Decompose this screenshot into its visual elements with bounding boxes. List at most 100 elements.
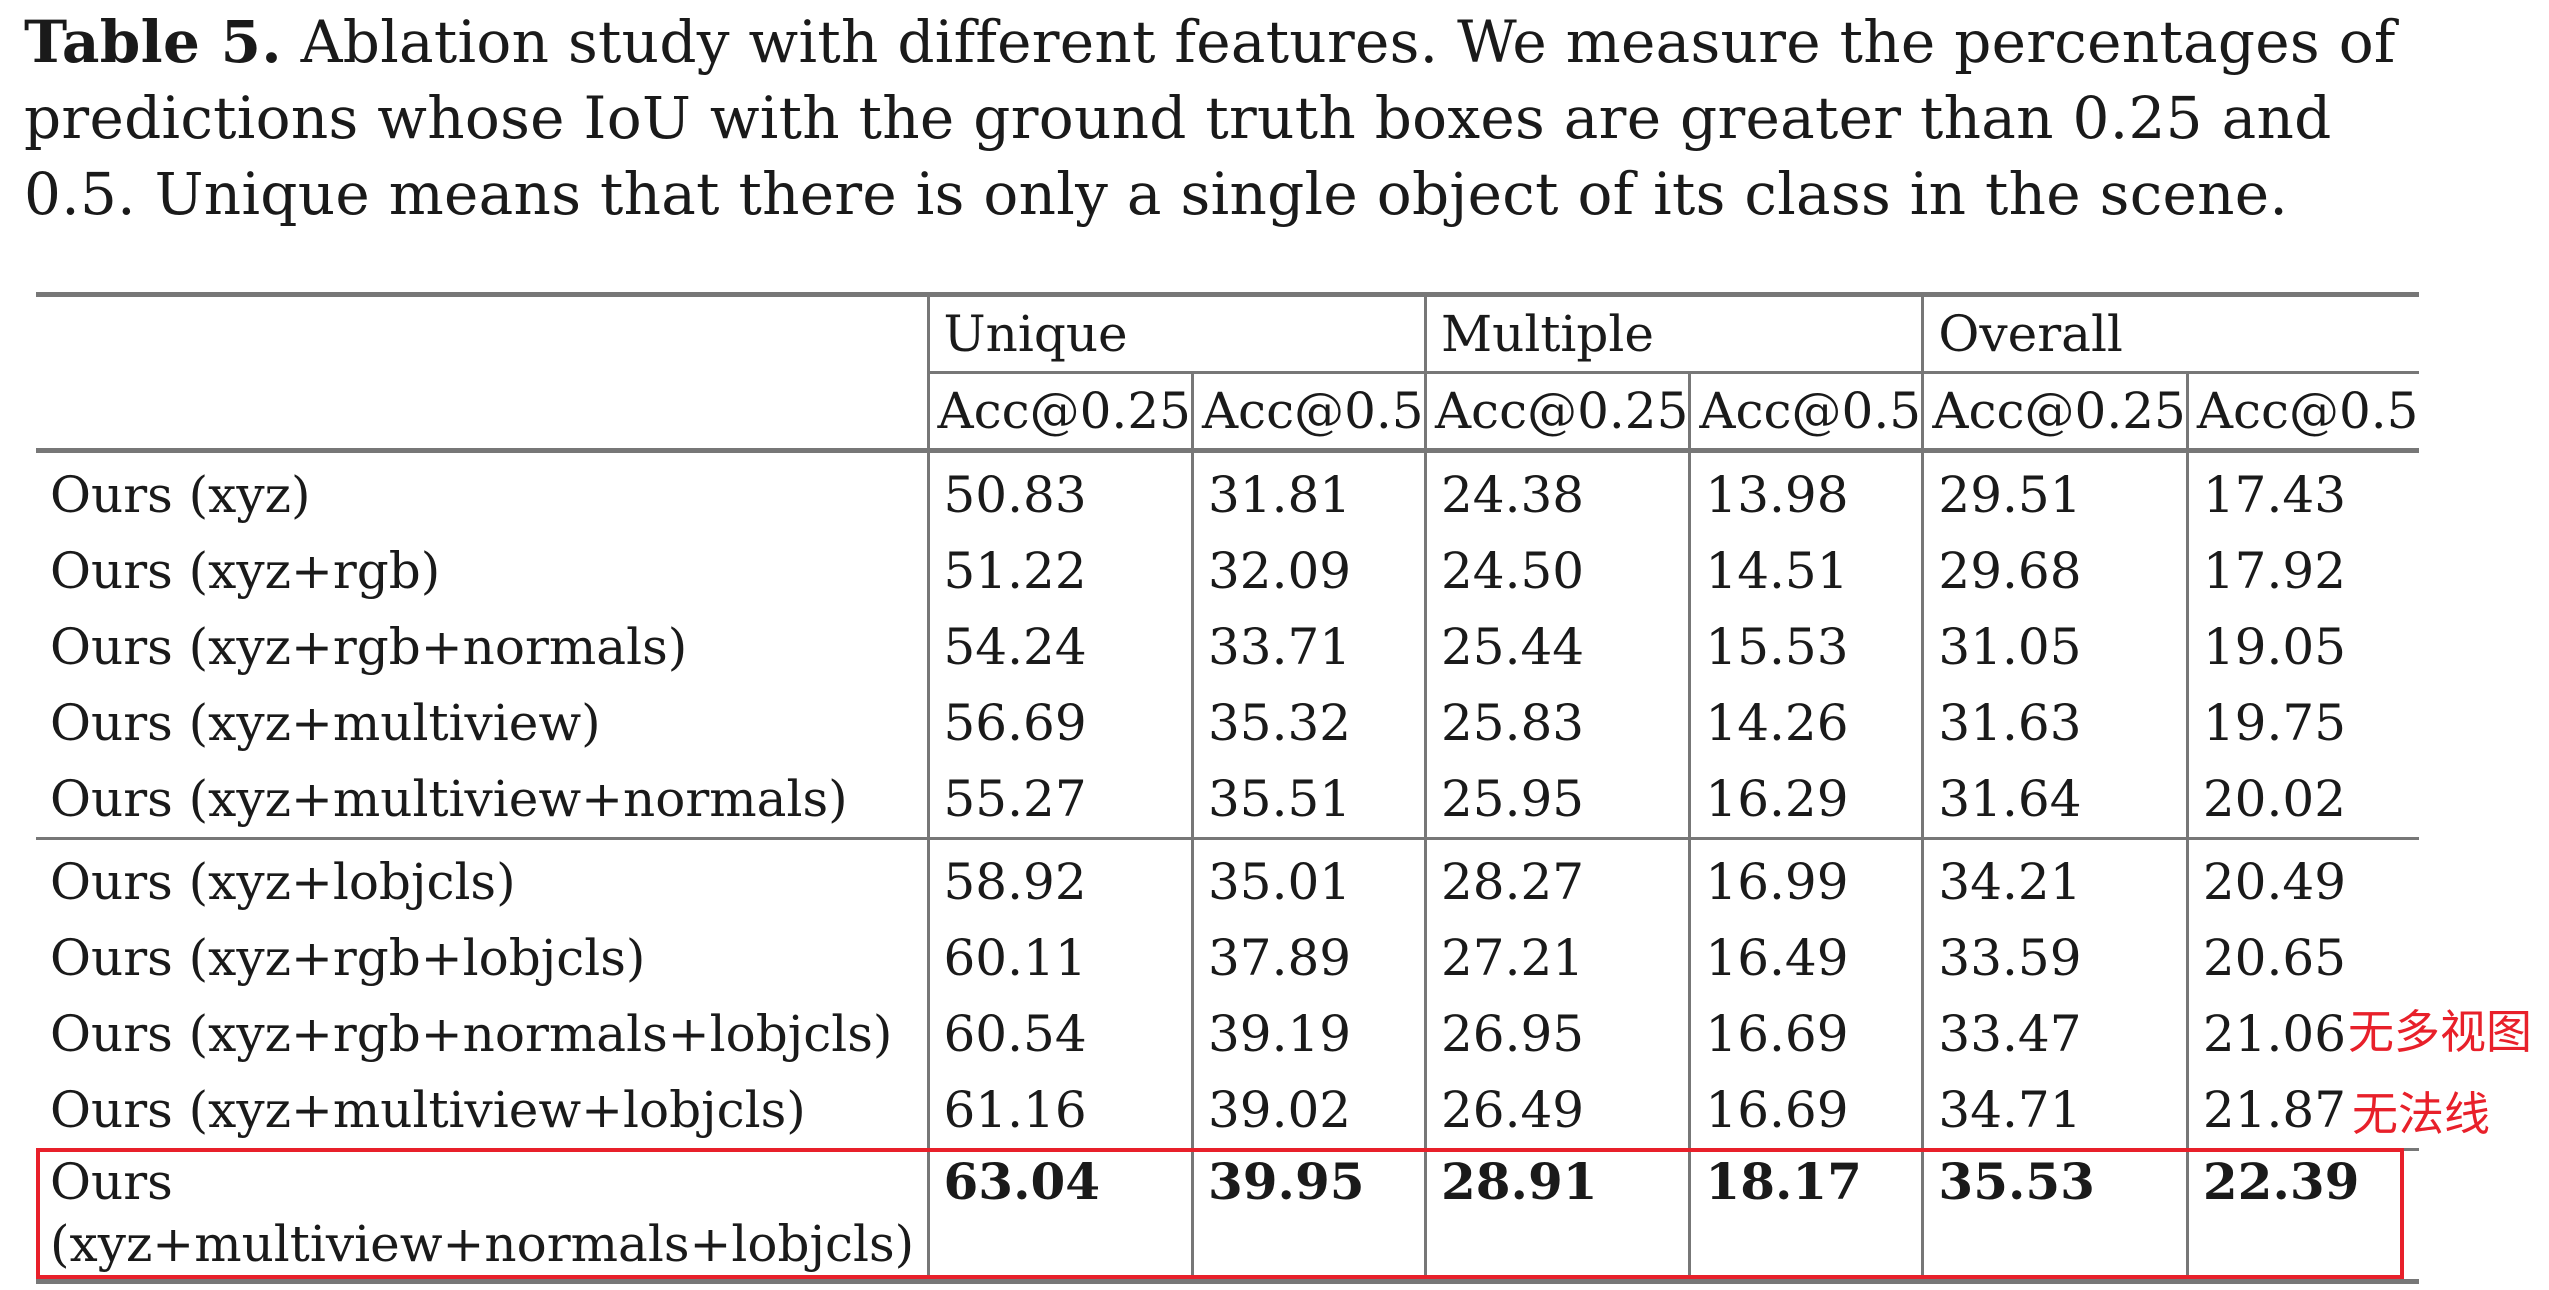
value-cell: 33.59 <box>1921 920 2188 996</box>
value-cell: 31.64 <box>1921 761 2188 839</box>
header-metric-row: Acc@0.25 Acc@0.5 Acc@0.25 Acc@0.5 Acc@0.… <box>36 371 2420 451</box>
table-row: Ours (xyz+lobjcls) 58.92 35.01 28.27 16.… <box>36 837 2420 920</box>
value-cell: 20.02 <box>2185 761 2420 839</box>
table-row: Ours (xyz+multiview) 56.69 35.32 25.83 1… <box>36 685 2420 761</box>
value-cell: 13.98 <box>1688 448 1923 533</box>
value-cell: 31.05 <box>1921 609 2188 685</box>
table-row: Ours (xyz+multiview+normals) 55.27 35.51… <box>36 761 2420 839</box>
value-cell: 34.71 <box>1921 1072 2188 1150</box>
value-cell: 25.83 <box>1423 685 1690 761</box>
value-cell: 21.06 <box>2185 996 2420 1072</box>
value-cell: 51.22 <box>926 533 1193 609</box>
value-cell: 39.19 <box>1190 996 1426 1072</box>
value-cell: 56.69 <box>926 685 1193 761</box>
value-cell: 29.68 <box>1921 533 2188 609</box>
value-cell: 20.49 <box>2185 837 2420 920</box>
value-cell: 31.63 <box>1921 685 2188 761</box>
method-cell: Ours (xyz+multiview+normals) <box>50 770 848 828</box>
method-cell: Ours (xyz+lobjcls) <box>36 837 928 920</box>
value-cell: 33.47 <box>1921 996 2188 1072</box>
value-cell: 25.95 <box>1423 761 1690 839</box>
header-metric: Acc@0.5 <box>2185 371 2420 451</box>
value-cell: 19.75 <box>2185 685 2420 761</box>
method-cell: Ours (xyz+multiview) <box>50 694 601 752</box>
value-cell: 39.02 <box>1190 1072 1426 1150</box>
value-cell: 17.43 <box>2185 448 2420 533</box>
value-cell: 60.11 <box>926 920 1193 996</box>
table-row: Ours (xyz) 50.83 31.81 24.38 13.98 29.51… <box>36 448 2420 533</box>
value-cell: 60.54 <box>926 996 1193 1072</box>
value-cell: 16.29 <box>1688 761 1923 839</box>
value-cell: 19.05 <box>2185 609 2420 685</box>
value-cell: 26.95 <box>1423 996 1690 1072</box>
value-cell: 37.89 <box>1190 920 1426 996</box>
annotation-no-normals: 无法线 <box>2352 1087 2490 1141</box>
value-cell: 28.27 <box>1423 837 1690 920</box>
value-cell: 17.92 <box>2185 533 2420 609</box>
header-metric: Acc@0.5 <box>1190 371 1426 451</box>
header-group-overall: Overall <box>1921 292 2420 373</box>
method-cell: Ours (xyz+rgb+normals) <box>50 618 688 676</box>
value-cell: 61.16 <box>926 1072 1193 1150</box>
method-cell: Ours (xyz) <box>36 448 928 533</box>
method-line-2: (xyz+multiview+normals+lobjcls) <box>50 1215 915 1273</box>
value-cell: 34.21 <box>1921 837 2188 920</box>
caption-label: Table 5. <box>24 8 282 76</box>
table-row: Ours (xyz+rgb) 51.22 32.09 24.50 14.51 2… <box>36 533 2420 609</box>
header-group-unique: Unique <box>926 292 1426 373</box>
value-cell: 21.87 <box>2185 1072 2420 1150</box>
value-cell: 26.49 <box>1423 1072 1690 1150</box>
value-cell: 50.83 <box>926 448 1193 533</box>
value-cell: 20.65 <box>2185 920 2420 996</box>
table-row: Ours (xyz+rgb+normals) 54.24 33.71 25.44… <box>36 609 2420 685</box>
value-cell: 35.51 <box>1190 761 1426 839</box>
value-cell: 25.44 <box>1423 609 1690 685</box>
value-cell: 24.50 <box>1423 533 1690 609</box>
value-cell: 27.21 <box>1423 920 1690 996</box>
header-metric: Acc@0.5 <box>1688 371 1923 451</box>
best-value-cell: 22.39 <box>2185 1148 2420 1284</box>
value-cell: 58.92 <box>926 837 1193 920</box>
value-cell: 14.51 <box>1688 533 1923 609</box>
method-cell: Ours (xyz+rgb+normals+lobjcls) <box>50 1005 893 1063</box>
header-metric: Acc@0.25 <box>926 371 1193 451</box>
value-cell: 32.09 <box>1190 533 1426 609</box>
table-caption: Table 5. Ablation study with different f… <box>24 4 2424 232</box>
header-group-multiple: Multiple <box>1423 292 1923 373</box>
header-metric: Acc@0.25 <box>1921 371 2188 451</box>
value-cell: 14.26 <box>1688 685 1923 761</box>
header-group-row: Unique Multiple Overall <box>36 292 2420 373</box>
value-cell: 31.81 <box>1190 448 1426 533</box>
value-cell: 15.53 <box>1688 609 1923 685</box>
header-metric: Acc@0.25 <box>1423 371 1690 451</box>
value-cell: 16.99 <box>1688 837 1923 920</box>
method-cell: Ours (xyz+rgb) <box>50 542 441 600</box>
value-cell: 16.69 <box>1688 996 1923 1072</box>
value-cell: 33.71 <box>1190 609 1426 685</box>
value-cell: 35.01 <box>1190 837 1426 920</box>
caption-text: Ablation study with different features. … <box>24 8 2396 228</box>
method-cell: Ours (xyz+multiview+normals+lobjcls) <box>36 1148 928 1284</box>
best-result-row: Ours (xyz+multiview+normals+lobjcls) 63.… <box>36 1148 2420 1284</box>
table-row: Ours (xyz+rgb+normals+lobjcls) 60.54 39.… <box>36 996 2420 1072</box>
ablation-table: Unique Multiple Overall Acc@0.25 Acc@0.5… <box>36 292 2420 1284</box>
value-cell: 29.51 <box>1921 448 2188 533</box>
best-value-cell: 39.95 <box>1190 1148 1426 1284</box>
value-cell: 35.32 <box>1190 685 1426 761</box>
table-row: Ours (xyz+rgb+lobjcls) 60.11 37.89 27.21… <box>36 920 2420 996</box>
value-cell: 16.69 <box>1688 1072 1923 1150</box>
value-cell: 54.24 <box>926 609 1193 685</box>
best-value-cell: 63.04 <box>926 1148 1193 1284</box>
method-cell: Ours (xyz+rgb+lobjcls) <box>50 929 646 987</box>
best-value-cell: 18.17 <box>1688 1148 1923 1284</box>
annotation-no-multiview: 无多视图 <box>2348 1005 2532 1059</box>
value-cell: 24.38 <box>1423 448 1690 533</box>
best-value-cell: 28.91 <box>1423 1148 1690 1284</box>
header-empty-cell <box>36 373 928 451</box>
value-cell: 55.27 <box>926 761 1193 839</box>
table-row: Ours (xyz+multiview+lobjcls) 61.16 39.02… <box>36 1072 2420 1150</box>
value-cell: 16.49 <box>1688 920 1923 996</box>
header-empty-cell <box>36 292 928 373</box>
method-cell: Ours (xyz+multiview+lobjcls) <box>50 1081 806 1139</box>
best-value-cell: 35.53 <box>1921 1148 2188 1284</box>
